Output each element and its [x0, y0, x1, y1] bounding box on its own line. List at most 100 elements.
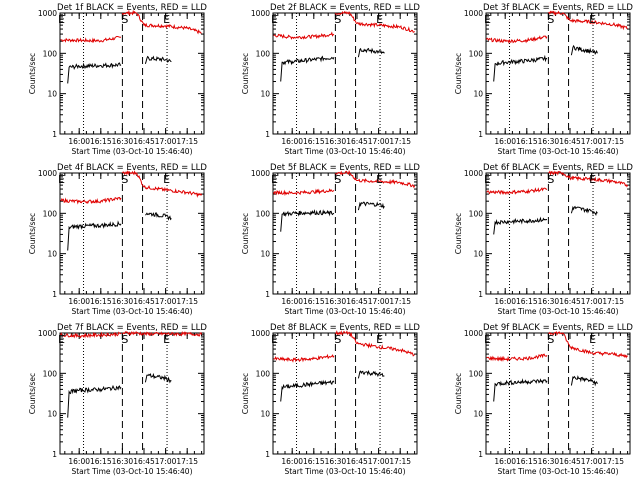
chart-9-ytick-label: 10 — [473, 410, 483, 419]
chart-1-marker-e: E — [58, 13, 65, 26]
chart-8-series-events — [357, 369, 385, 379]
chart-3-ylabel: Counts/sec — [454, 53, 463, 94]
chart-2-ytick-label: 1 — [265, 130, 270, 139]
chart-3-series-lld — [548, 10, 628, 31]
chart-9-xtick-label: 16:00 — [494, 457, 516, 466]
chart-5-ytick-label: 100 — [256, 209, 271, 218]
chart-7-ylabel: Counts/sec — [28, 373, 37, 414]
chart-8-xtick-label: 16:30 — [325, 457, 347, 466]
chart-1-xtick-label: 16:45 — [133, 137, 155, 146]
chart-4-marker-e: E — [163, 173, 170, 186]
chart-2-marker-e: E — [271, 13, 278, 26]
chart-2-marker-s: S — [334, 13, 341, 26]
chart-3-ytick-label: 1 — [478, 130, 483, 139]
chart-6-xtick-label: 16:45 — [559, 297, 581, 306]
chart-2-ytick-label: 10 — [260, 90, 270, 99]
chart-9-ytick-label: 1000 — [464, 329, 483, 338]
chart-6: Det 6f BLACK = Events, RED = LLD 1 10 100 10… — [454, 163, 633, 316]
chart-9-xtick-label: 16:30 — [538, 457, 560, 466]
chart-3-ytick-label: 1000 — [464, 9, 483, 18]
chart-1-marker-s: S — [121, 13, 128, 26]
chart-1-xtick-label: 16:15 — [90, 137, 112, 146]
chart-5-ytick-label: 1 — [265, 290, 270, 299]
chart-1-series-events — [144, 55, 172, 64]
chart-5-series-events — [357, 201, 385, 211]
chart-2-ylabel: Counts/sec — [241, 53, 250, 94]
chart-5-series-events — [280, 209, 335, 232]
chart-4: Det 4f BLACK = Events, RED = LLD 1 10 100 10… — [28, 163, 207, 316]
chart-5-xtick-label: 17:15 — [389, 297, 411, 306]
chart-2-series-events — [280, 55, 335, 82]
chart-5-series-lld — [273, 188, 335, 197]
chart-4-ytick-label: 1 — [52, 290, 57, 299]
chart-6-marker-e: E — [589, 173, 596, 186]
chart-1-xtick-label: 16:30 — [112, 137, 134, 146]
chart-8-xtick-label: 16:15 — [303, 457, 325, 466]
chart-8-ylabel: Counts/sec — [241, 373, 250, 414]
chart-6-xtick-label: 17:00 — [581, 297, 603, 306]
chart-6-marker-e: E — [484, 173, 491, 186]
chart-1-xtick-label: 17:15 — [176, 137, 198, 146]
chart-6-frame — [485, 172, 631, 295]
chart-8-xtick-label: 17:15 — [389, 457, 411, 466]
chart-4-ylabel: Counts/sec — [28, 213, 37, 254]
chart-3-title: Det 3f BLACK = Events, RED = LLD — [483, 3, 633, 13]
chart-7-series-lld — [60, 331, 122, 339]
chart-4-marker-s: S — [121, 173, 128, 186]
chart-1-xlabel: Start Time (03-Oct-10 15:46:40) — [71, 147, 192, 156]
chart-6-ytick-label: 1000 — [464, 169, 483, 178]
chart-6-ylabel: Counts/sec — [454, 213, 463, 254]
chart-8-title: Det 8f BLACK = Events, RED = LLD — [270, 323, 420, 333]
chart-7-ytick-label: 10 — [47, 410, 57, 419]
chart-4-ytick-label: 100 — [43, 209, 58, 218]
chart-5-xtick-label: 16:45 — [346, 297, 368, 306]
chart-3-ytick-label: 100 — [469, 49, 484, 58]
chart-9-marker-e: E — [484, 333, 491, 346]
chart-5-xlabel: Start Time (03-Oct-10 15:46:40) — [284, 307, 405, 316]
chart-5-marker-e: E — [271, 173, 278, 186]
chart-2-series-events — [357, 47, 385, 58]
chart-5: Det 5f BLACK = Events, RED = LLD 1 10 100 10… — [241, 163, 420, 316]
chart-1: Det 1f BLACK = Events, RED = LLD 1 10 100 10… — [28, 3, 207, 156]
chart-8-marker-e: E — [271, 333, 278, 346]
chart-8-ytick-label: 1000 — [251, 329, 270, 338]
chart-5-ylabel: Counts/sec — [241, 213, 250, 254]
chart-9-marker-e: E — [589, 333, 596, 346]
chart-3-frame — [485, 12, 631, 135]
chart-3-series-events — [570, 44, 598, 56]
chart-3-xtick-label: 16:30 — [538, 137, 560, 146]
chart-8-xtick-label: 16:45 — [346, 457, 368, 466]
chart-7-marker-e: E — [58, 333, 65, 346]
chart-3-xlabel: Start Time (03-Oct-10 15:46:40) — [497, 147, 618, 156]
chart-9-xtick-label: 16:15 — [516, 457, 538, 466]
chart-3-xtick-label: 17:00 — [581, 137, 603, 146]
chart-2-marker-e: E — [376, 13, 383, 26]
chart-5-xtick-label: 16:30 — [325, 297, 347, 306]
chart-6-xlabel: Start Time (03-Oct-10 15:46:40) — [497, 307, 618, 316]
chart-6-xtick-label: 16:15 — [516, 297, 538, 306]
chart-6-series-events — [570, 205, 598, 217]
chart-4-xlabel: Start Time (03-Oct-10 15:46:40) — [71, 307, 192, 316]
chart-8-xtick-label: 16:00 — [281, 457, 303, 466]
chart-3-xtick-label: 17:15 — [602, 137, 624, 146]
chart-6-marker-s: S — [547, 173, 554, 186]
chart-8-xlabel: Start Time (03-Oct-10 15:46:40) — [284, 467, 405, 476]
chart-1-ytick-label: 100 — [43, 49, 58, 58]
chart-4-xtick-label: 16:15 — [90, 297, 112, 306]
chart-7-xtick-label: 16:00 — [68, 457, 90, 466]
chart-3-marker-s: S — [547, 13, 554, 26]
chart-9-title: Det 9f BLACK = Events, RED = LLD — [483, 323, 633, 333]
chart-8-marker-s: S — [334, 333, 341, 346]
chart-7-ytick-label: 1000 — [38, 329, 57, 338]
chart-2-xtick-label: 16:15 — [303, 137, 325, 146]
chart-5-marker-s: S — [334, 173, 341, 186]
chart-9: Det 9f BLACK = Events, RED = LLD 1 10 100 10… — [454, 323, 633, 476]
chart-2-xtick-label: 17:15 — [389, 137, 411, 146]
chart-7-xlabel: Start Time (03-Oct-10 15:46:40) — [71, 467, 192, 476]
chart-4-ytick-label: 1000 — [38, 169, 57, 178]
chart-6-ytick-label: 100 — [469, 209, 484, 218]
chart-6-xtick-label: 16:00 — [494, 297, 516, 306]
chart-7-frame — [59, 332, 205, 455]
chart-4-xtick-label: 17:00 — [155, 297, 177, 306]
chart-7-ytick-label: 1 — [52, 450, 57, 459]
